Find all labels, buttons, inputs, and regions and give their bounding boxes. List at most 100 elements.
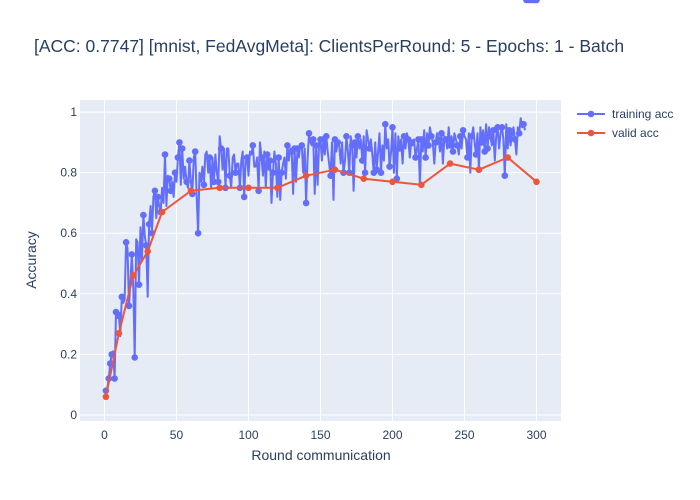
data-point-training[interactable]	[428, 133, 435, 140]
data-point-training[interactable]	[396, 145, 403, 152]
data-point-training[interactable]	[457, 133, 464, 140]
data-point-training[interactable]	[244, 154, 251, 161]
data-point-training[interactable]	[303, 200, 310, 207]
data-point-training[interactable]	[499, 124, 506, 131]
data-point-training[interactable]	[479, 139, 486, 146]
data-point-training[interactable]	[343, 133, 350, 140]
data-point-training[interactable]	[241, 194, 248, 201]
data-point-training[interactable]	[162, 151, 169, 158]
data-point-valid[interactable]	[303, 172, 310, 179]
data-point-training[interactable]	[284, 142, 291, 149]
data-point-training[interactable]	[487, 133, 494, 140]
data-point-training[interactable]	[275, 154, 282, 161]
data-point-valid[interactable]	[159, 209, 166, 216]
data-point-training[interactable]	[111, 375, 118, 382]
data-point-valid[interactable]	[447, 160, 454, 167]
data-point-training[interactable]	[167, 188, 174, 195]
data-point-training[interactable]	[378, 169, 385, 176]
data-point-training[interactable]	[362, 169, 369, 176]
data-point-training[interactable]	[192, 148, 199, 155]
data-point-training[interactable]	[119, 294, 126, 301]
data-point-training[interactable]	[454, 142, 461, 149]
data-point-training[interactable]	[418, 136, 425, 143]
data-point-valid[interactable]	[389, 179, 396, 186]
data-point-valid[interactable]	[188, 188, 195, 195]
data-point-training[interactable]	[484, 145, 491, 152]
data-point-training[interactable]	[258, 154, 265, 161]
data-point-training[interactable]	[352, 139, 359, 146]
data-point-training[interactable]	[232, 169, 239, 176]
data-point-valid[interactable]	[274, 185, 281, 192]
data-point-training[interactable]	[438, 130, 445, 137]
data-point-training[interactable]	[327, 172, 334, 179]
data-point-training[interactable]	[206, 154, 213, 161]
data-point-valid[interactable]	[103, 394, 110, 401]
data-point-training[interactable]	[227, 172, 234, 179]
data-point-training[interactable]	[250, 142, 257, 149]
data-point-valid[interactable]	[476, 166, 483, 173]
data-point-training[interactable]	[183, 179, 190, 186]
data-point-training[interactable]	[335, 139, 342, 146]
data-point-valid[interactable]	[216, 185, 223, 192]
data-point-training[interactable]	[516, 130, 523, 137]
data-point-training[interactable]	[218, 145, 225, 152]
data-point-training[interactable]	[264, 151, 271, 158]
data-point-training[interactable]	[359, 157, 366, 164]
data-point-training[interactable]	[382, 121, 389, 128]
data-point-training[interactable]	[195, 230, 202, 237]
data-point-training[interactable]	[509, 130, 516, 137]
data-point-valid[interactable]	[360, 175, 367, 182]
data-point-valid[interactable]	[332, 166, 339, 173]
data-point-training[interactable]	[313, 142, 320, 149]
data-point-training[interactable]	[450, 148, 457, 155]
data-point-training[interactable]	[512, 136, 519, 143]
data-point-valid[interactable]	[533, 179, 540, 186]
data-point-training[interactable]	[186, 157, 193, 164]
data-point-training[interactable]	[310, 136, 317, 143]
data-point-training[interactable]	[140, 212, 147, 219]
data-point-training[interactable]	[152, 188, 159, 195]
data-point-training[interactable]	[443, 136, 450, 143]
data-point-training[interactable]	[366, 145, 373, 152]
data-point-valid[interactable]	[418, 182, 425, 189]
data-point-training[interactable]	[447, 142, 454, 149]
data-point-training[interactable]	[136, 281, 143, 288]
data-point-training[interactable]	[422, 154, 429, 161]
data-point-training[interactable]	[389, 124, 396, 131]
data-point-training[interactable]	[412, 154, 419, 161]
data-point-training[interactable]	[166, 175, 173, 182]
data-point-training[interactable]	[201, 182, 208, 189]
data-point-valid[interactable]	[144, 248, 151, 255]
data-point-training[interactable]	[155, 194, 162, 201]
data-point-training[interactable]	[464, 154, 471, 161]
data-point-training[interactable]	[123, 239, 130, 246]
data-point-training[interactable]	[323, 133, 330, 140]
data-point-training[interactable]	[408, 139, 415, 146]
data-point-training[interactable]	[270, 169, 277, 176]
data-point-training[interactable]	[306, 130, 313, 137]
data-point-training[interactable]	[299, 142, 306, 149]
data-point-valid[interactable]	[116, 330, 123, 337]
data-point-valid[interactable]	[245, 185, 252, 192]
data-point-training[interactable]	[176, 139, 183, 146]
data-point-training[interactable]	[473, 151, 480, 158]
data-point-training[interactable]	[355, 133, 362, 140]
data-point-training[interactable]	[425, 142, 432, 149]
data-point-training[interactable]	[116, 312, 123, 319]
data-point-valid[interactable]	[504, 154, 511, 161]
data-point-training[interactable]	[146, 221, 153, 228]
data-point-training[interactable]	[215, 179, 222, 186]
data-point-training[interactable]	[267, 157, 274, 164]
data-point-training[interactable]	[179, 145, 186, 152]
data-point-training[interactable]	[131, 354, 138, 361]
data-point-training[interactable]	[460, 127, 467, 134]
data-point-training[interactable]	[129, 251, 136, 258]
data-point-training[interactable]	[386, 163, 393, 170]
data-point-training[interactable]	[435, 136, 442, 143]
data-point-valid[interactable]	[130, 272, 137, 279]
data-point-training[interactable]	[502, 172, 509, 179]
data-point-training[interactable]	[175, 154, 182, 161]
data-point-training[interactable]	[468, 133, 475, 140]
data-point-training[interactable]	[278, 169, 285, 176]
data-point-training[interactable]	[520, 121, 527, 128]
